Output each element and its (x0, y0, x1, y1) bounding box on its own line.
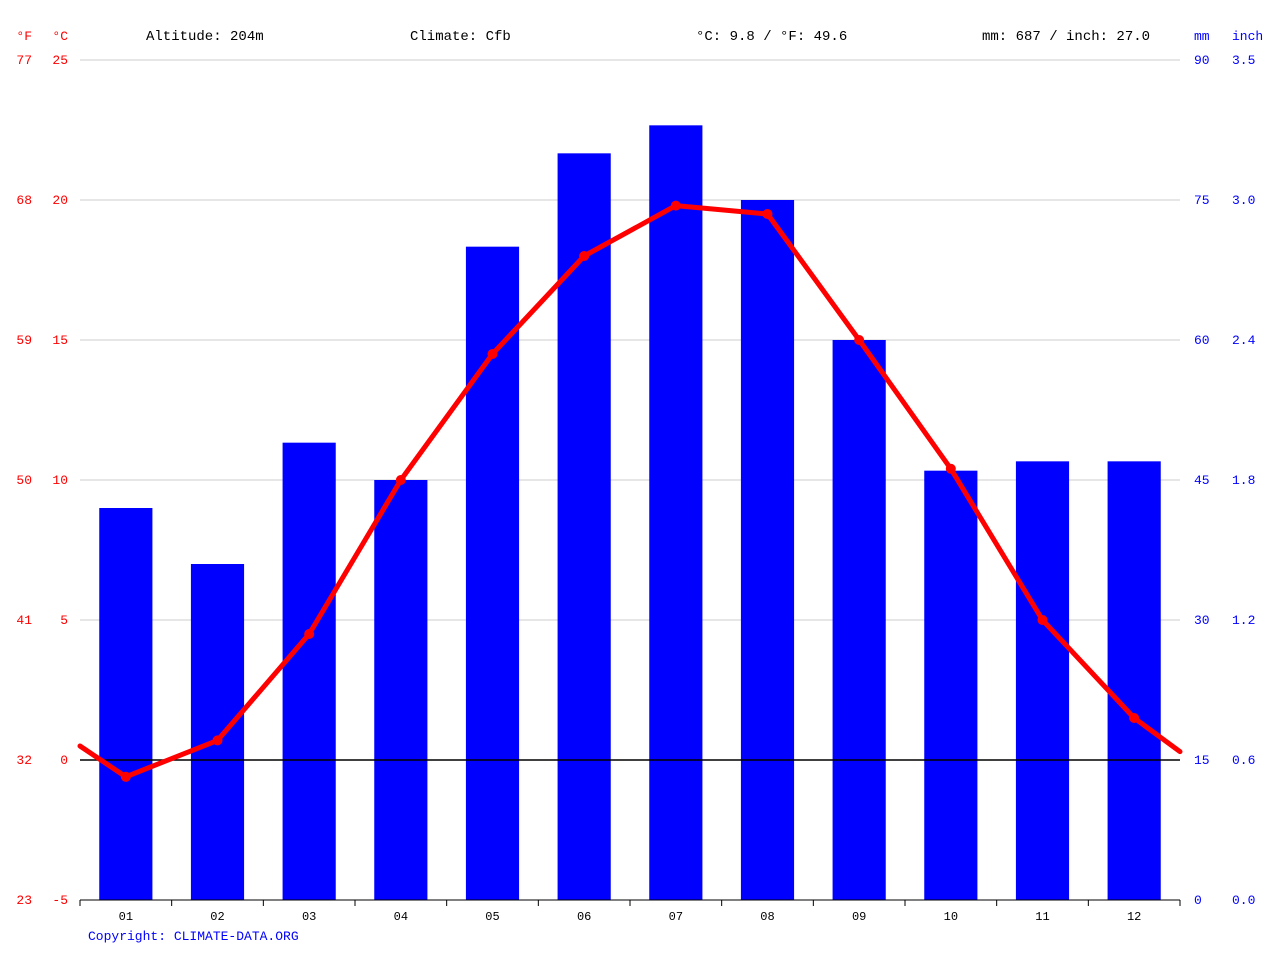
tick-f: 32 (16, 753, 32, 768)
climate-chart: 01 02 03 04 05 06 07 08 09 10 11 12 -5 23 0 32 5 41 10 50 15… (0, 0, 1280, 960)
tick-c: 5 (60, 613, 68, 628)
header-text: mm: 687 / inch: 27.0 (982, 29, 1150, 45)
month-label: 07 (669, 910, 683, 924)
copyright-text: Copyright: CLIMATE-DATA.ORG (88, 929, 299, 944)
temp-marker (488, 349, 498, 359)
tick-in: 1.2 (1232, 613, 1255, 628)
tick-mm: 30 (1194, 613, 1210, 628)
temp-marker (1129, 713, 1139, 723)
tick-c: 20 (52, 193, 68, 208)
month-label: 02 (210, 910, 224, 924)
tick-f: 68 (16, 193, 32, 208)
header-text: Climate: Cfb (410, 29, 511, 45)
tick-f: 59 (16, 333, 32, 348)
tick-c: 15 (52, 333, 68, 348)
label-mm: mm (1194, 29, 1210, 44)
month-label: 09 (852, 910, 866, 924)
month-label: 06 (577, 910, 591, 924)
temp-marker (121, 772, 131, 782)
tick-in: 0.0 (1232, 893, 1255, 908)
temp-marker (763, 209, 773, 219)
label-c: °C (52, 29, 68, 44)
temp-marker (579, 251, 589, 261)
temp-marker (946, 464, 956, 474)
tick-in: 3.0 (1232, 193, 1255, 208)
tick-in: 1.8 (1232, 473, 1255, 488)
label-f: °F (16, 29, 32, 44)
precip-bar (374, 480, 427, 900)
label-in: inch (1232, 29, 1263, 44)
tick-c: 25 (52, 53, 68, 68)
temp-marker (304, 629, 314, 639)
precip-bar (1108, 461, 1161, 900)
tick-c: -5 (52, 893, 68, 908)
tick-c: 10 (52, 473, 68, 488)
month-label: 01 (119, 910, 133, 924)
month-label: 05 (485, 910, 499, 924)
temp-marker (213, 735, 223, 745)
tick-c: 0 (60, 753, 68, 768)
tick-in: 2.4 (1232, 333, 1256, 348)
tick-in: 3.5 (1232, 53, 1255, 68)
month-label: 04 (394, 910, 408, 924)
precip-bar (191, 564, 244, 900)
tick-in: 0.6 (1232, 753, 1255, 768)
precip-bar (558, 153, 611, 900)
precip-bar (283, 443, 336, 900)
tick-mm: 75 (1194, 193, 1210, 208)
tick-mm: 90 (1194, 53, 1210, 68)
precip-bar (466, 247, 519, 900)
header-text: Altitude: 204m (146, 29, 264, 45)
tick-mm: 15 (1194, 753, 1210, 768)
month-label: 10 (944, 910, 958, 924)
precip-bar (649, 125, 702, 900)
temp-marker (671, 201, 681, 211)
tick-mm: 0 (1194, 893, 1202, 908)
temp-marker (396, 475, 406, 485)
precip-bar (1016, 461, 1069, 900)
tick-f: 23 (16, 893, 32, 908)
tick-f: 50 (16, 473, 32, 488)
temp-marker (854, 335, 864, 345)
month-label: 11 (1035, 910, 1049, 924)
precip-bar (741, 200, 794, 900)
tick-mm: 45 (1194, 473, 1210, 488)
tick-f: 77 (16, 53, 32, 68)
month-label: 08 (760, 910, 774, 924)
temp-marker (1038, 615, 1048, 625)
precip-bar (99, 508, 152, 900)
tick-mm: 60 (1194, 333, 1210, 348)
header-text: °C: 9.8 / °F: 49.6 (696, 29, 847, 45)
month-label: 12 (1127, 910, 1141, 924)
month-label: 03 (302, 910, 316, 924)
precip-bar (924, 471, 977, 900)
precip-bar (833, 340, 886, 900)
tick-f: 41 (16, 613, 32, 628)
